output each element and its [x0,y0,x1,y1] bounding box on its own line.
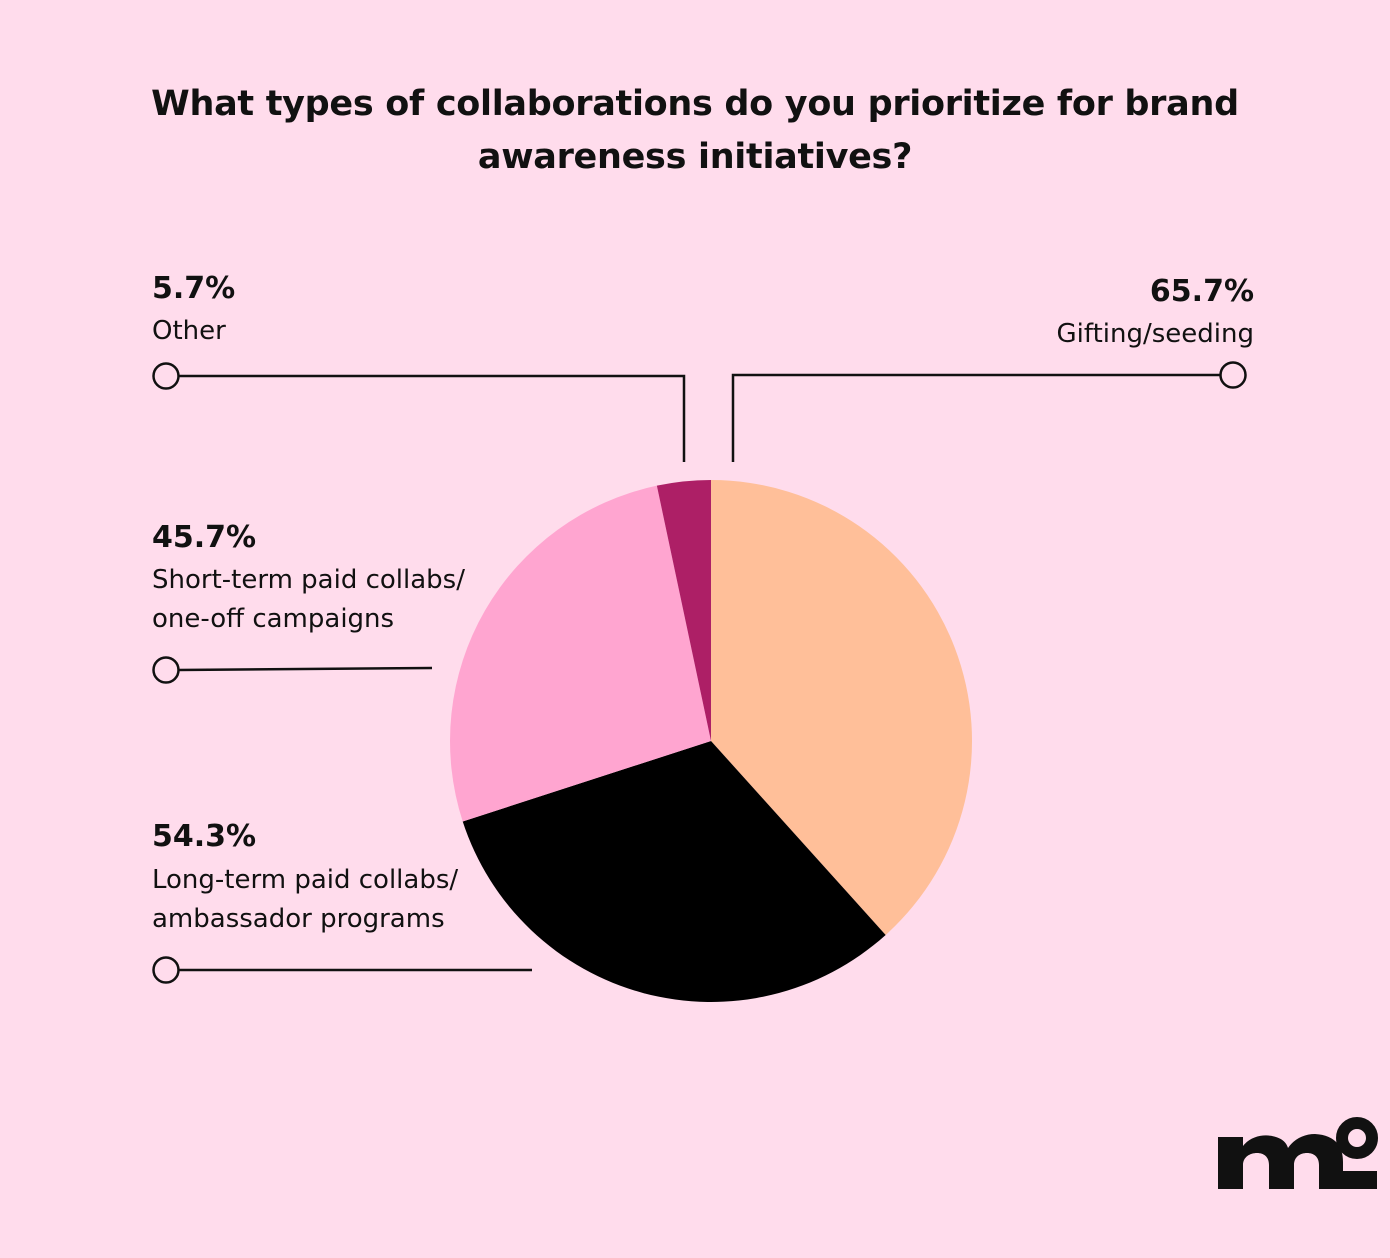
pie-slice-long-term-paid-collabs-ambassador-programs [462,741,886,1002]
logo-underline [1343,1171,1377,1189]
leader-dot-gifting-seeding [1219,361,1247,389]
pie-slice-other [656,480,711,741]
category-label-long-term-paid-collabs-ambassador-programs-line-1: Long-term paid collabs/ [152,865,458,895]
chart-title: What types of collaborations do you prio… [151,84,1239,177]
leader-line-other [178,374,686,462]
data-label-gifting-seeding: 65.7% [1150,274,1254,309]
category-label-short-term-paid-collabs-one-off-campaigns-line-2: one-off campaigns [152,604,394,634]
leader-dot-other [152,362,180,390]
slice-labels: 65.7% Gifting/seeding 54.3% Long-term paid … [152,271,1254,934]
logo: mo [1218,1117,1378,1189]
leader-lines [152,361,1247,984]
leader-line-gifting-seeding [731,373,1221,462]
data-label-other: 5.7% [152,271,235,306]
category-label-long-term-paid-collabs-ambassador-programs-line-2: ambassador programs [152,904,445,934]
leader-dot-short-term-paid-collabs-one-off-campaigns [152,656,180,684]
category-label-short-term-paid-collabs-one-off-campaigns-line-1: Short-term paid collabs/ [152,565,465,595]
pie-slice-gifting-seeding [711,479,973,935]
logo-m-glyph [1218,1134,1343,1189]
pie-slices [450,479,973,1002]
data-label-short-term-paid-collabs-one-off-campaigns: 45.7% [152,520,256,555]
leader-dot-long-term-paid-collabs-ambassador-programs [152,956,180,984]
leader-line-short-term-paid-collabs-one-off-campaigns [177,666,433,672]
category-label-other: Other [152,316,226,346]
pie-slice-short-term-paid-collabs-one-off-campaigns [450,485,711,822]
category-label-gifting-seeding: Gifting/seeding [1057,319,1254,349]
data-label-long-term-paid-collabs-ambassador-programs: 54.3% [152,819,256,854]
logo-o-glyph [1336,1117,1378,1159]
